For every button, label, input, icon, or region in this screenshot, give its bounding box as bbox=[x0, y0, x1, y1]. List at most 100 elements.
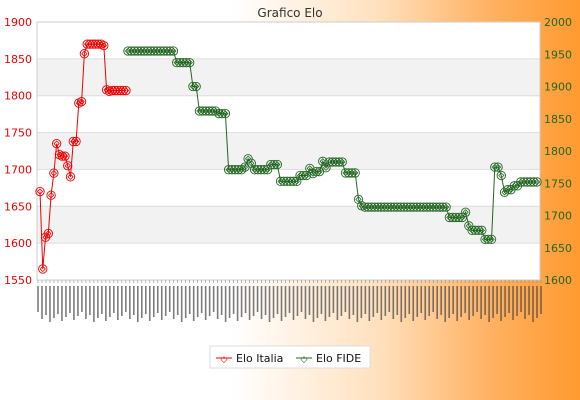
data-point-marker bbox=[100, 42, 107, 49]
data-point bbox=[298, 170, 308, 181]
data-point bbox=[76, 96, 87, 107]
data-point-marker bbox=[61, 152, 69, 160]
right-axis-tick-label: 1600 bbox=[544, 274, 572, 287]
data-point-marker bbox=[248, 160, 255, 167]
data-point-marker bbox=[322, 164, 330, 171]
data-point bbox=[457, 212, 467, 223]
data-point-marker bbox=[53, 140, 60, 147]
data-point bbox=[337, 157, 347, 167]
legend-label-elo-italia: Elo Italia bbox=[236, 352, 283, 365]
data-point bbox=[473, 225, 484, 235]
data-point bbox=[46, 190, 56, 200]
legend-marker-elo-fide: ◇ bbox=[301, 355, 308, 365]
data-point bbox=[272, 159, 282, 170]
plot-band bbox=[37, 95, 540, 133]
data-point-marker bbox=[498, 172, 505, 179]
data-point-marker bbox=[170, 47, 177, 55]
data-point bbox=[499, 187, 510, 197]
left-axis-tick-label: 1900 bbox=[4, 16, 32, 29]
x-axis bbox=[37, 280, 542, 322]
data-point-marker bbox=[465, 222, 472, 229]
data-point-marker bbox=[478, 227, 485, 234]
data-point bbox=[311, 166, 321, 177]
data-point-marker bbox=[244, 155, 252, 162]
data-point-marker bbox=[303, 172, 310, 179]
data-point bbox=[220, 108, 231, 119]
data-point bbox=[49, 168, 59, 178]
data-point bbox=[65, 172, 76, 182]
data-point bbox=[38, 264, 48, 274]
data-point bbox=[233, 165, 244, 175]
data-point bbox=[51, 138, 62, 149]
data-point-marker bbox=[238, 166, 245, 173]
data-point-marker bbox=[442, 203, 450, 211]
plot-band bbox=[37, 206, 540, 244]
left-axis-tick-label: 1700 bbox=[4, 163, 32, 176]
right-axis-tick-label: 1950 bbox=[544, 48, 572, 61]
data-point bbox=[483, 234, 493, 245]
data-point bbox=[493, 162, 503, 172]
data-point-marker bbox=[222, 110, 229, 117]
data-point bbox=[486, 234, 497, 245]
right-axis-tick-label: 1900 bbox=[544, 81, 572, 94]
data-point bbox=[57, 151, 67, 161]
data-point-marker bbox=[352, 169, 359, 177]
data-point-marker bbox=[319, 158, 326, 165]
data-point-marker bbox=[501, 189, 508, 196]
legend-box bbox=[209, 345, 371, 369]
left-axis-tick-label: 1550 bbox=[4, 274, 32, 287]
left-axis-tick-label: 1800 bbox=[4, 90, 32, 103]
data-point bbox=[334, 157, 344, 167]
right-axis-tick-label: 2000 bbox=[544, 16, 572, 29]
data-point-marker bbox=[462, 209, 469, 216]
data-point bbox=[292, 176, 302, 186]
data-point bbox=[217, 108, 227, 119]
series-layer bbox=[35, 39, 542, 274]
data-point-marker bbox=[36, 188, 44, 195]
data-point bbox=[460, 207, 471, 217]
right-axis-tick-label: 1800 bbox=[544, 145, 572, 158]
data-point-marker bbox=[212, 107, 219, 115]
series-elo-fide bbox=[123, 46, 542, 245]
legend-marker-elo-italia: ◇ bbox=[221, 355, 228, 365]
plot-border bbox=[36, 21, 541, 281]
data-point bbox=[68, 136, 78, 147]
data-point-marker bbox=[97, 40, 105, 48]
data-point-marker bbox=[507, 186, 515, 193]
right-axis: 1600 1650 1700 1750 1800 1850 1900 1950 2000 bbox=[544, 16, 572, 287]
data-point bbox=[259, 165, 269, 175]
plot-band bbox=[37, 169, 540, 207]
data-point bbox=[529, 177, 539, 187]
data-point-marker bbox=[39, 265, 46, 273]
data-point bbox=[441, 202, 451, 212]
data-point-marker bbox=[339, 158, 346, 166]
plot-band bbox=[37, 132, 540, 170]
chart-title: Grafico Elo bbox=[257, 6, 322, 20]
data-point bbox=[347, 168, 357, 178]
data-point bbox=[236, 165, 247, 175]
data-point-marker bbox=[316, 168, 323, 175]
data-point-marker bbox=[355, 196, 362, 203]
data-point bbox=[71, 136, 81, 147]
left-axis-tick-label: 1600 bbox=[4, 237, 32, 250]
data-point-marker bbox=[45, 230, 52, 237]
data-point bbox=[210, 106, 221, 116]
series-line-elo-fide bbox=[128, 50, 537, 240]
data-point bbox=[477, 225, 487, 235]
data-point bbox=[35, 186, 45, 197]
data-point-marker bbox=[488, 236, 495, 243]
series-elo-italia bbox=[35, 39, 131, 274]
data-point-marker bbox=[358, 202, 365, 209]
data-point-marker bbox=[193, 83, 200, 90]
data-point-marker bbox=[72, 138, 80, 145]
left-axis-tick-label: 1750 bbox=[4, 127, 32, 140]
plot-band bbox=[37, 58, 540, 96]
data-point bbox=[191, 81, 201, 92]
legend: ◇ Elo Italia ◇ Elo FIDE bbox=[209, 345, 371, 369]
data-point bbox=[121, 85, 131, 96]
data-point bbox=[63, 161, 73, 171]
data-point bbox=[438, 202, 448, 212]
data-point bbox=[181, 57, 192, 68]
data-point-marker bbox=[122, 87, 130, 94]
plot-band bbox=[37, 243, 540, 280]
